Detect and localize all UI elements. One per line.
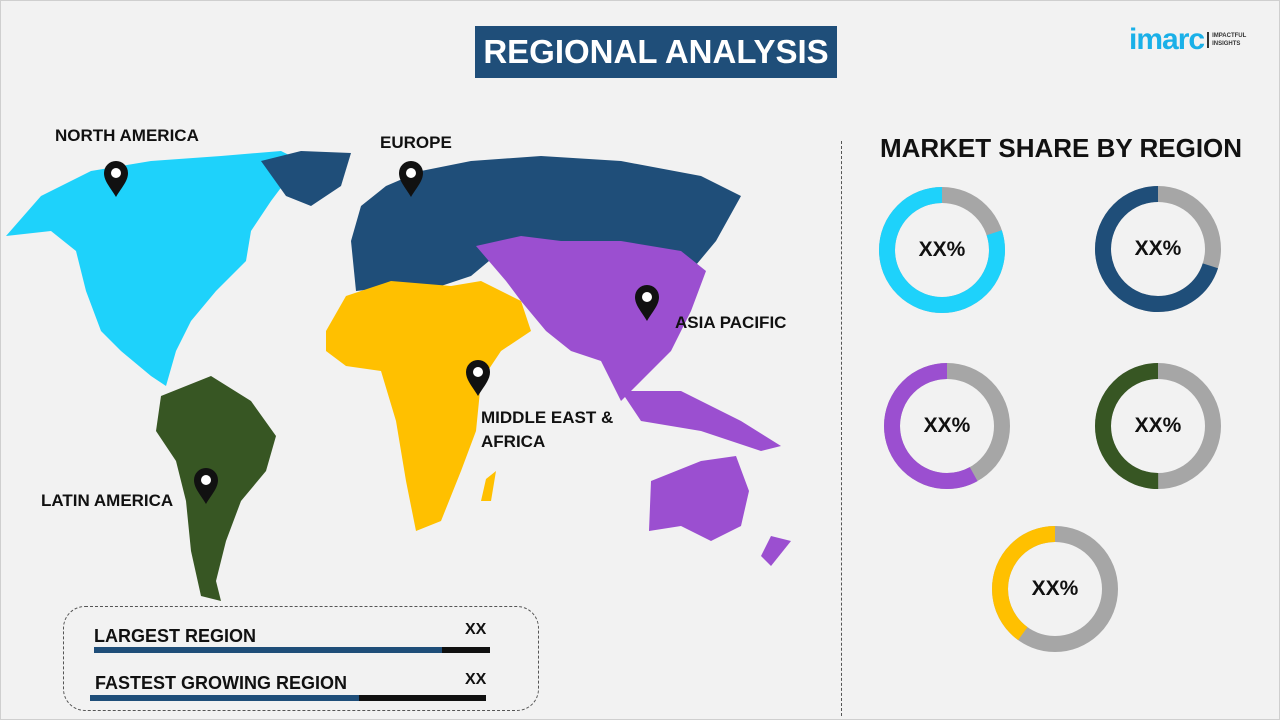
logo-tagline-2: INSIGHTS — [1212, 41, 1241, 47]
logo-tagline-1: IMPACTFUL — [1212, 33, 1247, 39]
donut-europe: XX% — [1093, 184, 1223, 314]
region-asia-pacific — [476, 236, 706, 401]
label-mea-line2: AFRICA — [481, 432, 546, 451]
region-middle-east-africa — [326, 281, 531, 531]
fastest-region-bar-fill — [90, 695, 360, 701]
location-pin-asia-pacific-icon — [635, 285, 659, 321]
imarc-logo: imarc IMPACTFUL INSIGHTS — [1129, 23, 1246, 57]
fastest-region-bar — [90, 695, 486, 701]
donut-segment — [992, 526, 1118, 652]
donut-asia-pacific: XX% — [882, 361, 1012, 491]
largest-region-bar-fill — [94, 647, 443, 653]
summary-box — [63, 606, 539, 711]
location-pin-north-america-icon — [104, 161, 128, 197]
donut-label: XX% — [1134, 237, 1182, 260]
region-greenland — [261, 151, 351, 206]
divider — [841, 141, 842, 716]
largest-region-value: XX — [465, 621, 487, 638]
label-europe: EUROPE — [380, 133, 452, 152]
logo-text: imarc — [1129, 23, 1205, 56]
world-map — [6, 151, 791, 601]
label-north-america: NORTH AMERICA — [55, 126, 199, 145]
market-share-title: MARKET SHARE BY REGION — [879, 133, 1243, 163]
fastest-region-value: XX — [465, 671, 487, 688]
donut-segment — [1095, 186, 1221, 312]
region-australia — [649, 456, 749, 541]
donut-north-america: XX% — [877, 185, 1007, 315]
largest-region-label: LARGEST REGION — [94, 626, 257, 646]
location-pin-mea-icon — [466, 360, 490, 396]
label-latin-america: LATIN AMERICA — [41, 491, 174, 510]
region-madagascar — [481, 471, 496, 501]
label-mea: MIDDLE EAST & AFRICA — [481, 406, 613, 454]
donut-label: XX% — [923, 414, 971, 437]
logo-tagline: IMPACTFUL INSIGHTS — [1207, 32, 1246, 48]
donut-label: XX% — [1134, 414, 1182, 437]
donut-mea: XX% — [990, 524, 1120, 654]
page-title: REGIONAL ANALYSIS — [475, 26, 837, 78]
donut-latin-america: XX% — [1093, 361, 1223, 491]
donut-segment — [879, 187, 1005, 313]
fastest-region-label: FASTEST GROWING REGION — [95, 673, 348, 693]
donut-segment — [884, 363, 1010, 489]
location-pin-latin-america-icon — [194, 468, 218, 504]
location-pin-europe-icon — [399, 161, 423, 197]
donut-label: XX% — [1031, 577, 1079, 600]
region-north-america — [6, 151, 301, 386]
region-new-zealand — [761, 536, 791, 566]
donut-label: XX% — [918, 238, 966, 261]
label-mea-line1: MIDDLE EAST & — [481, 408, 614, 427]
region-islands — [621, 391, 781, 451]
region-latin-america — [156, 376, 276, 601]
label-asia-pacific: ASIA PACIFIC — [675, 313, 787, 332]
donut-segment — [1095, 363, 1221, 489]
largest-region-bar — [94, 647, 490, 653]
